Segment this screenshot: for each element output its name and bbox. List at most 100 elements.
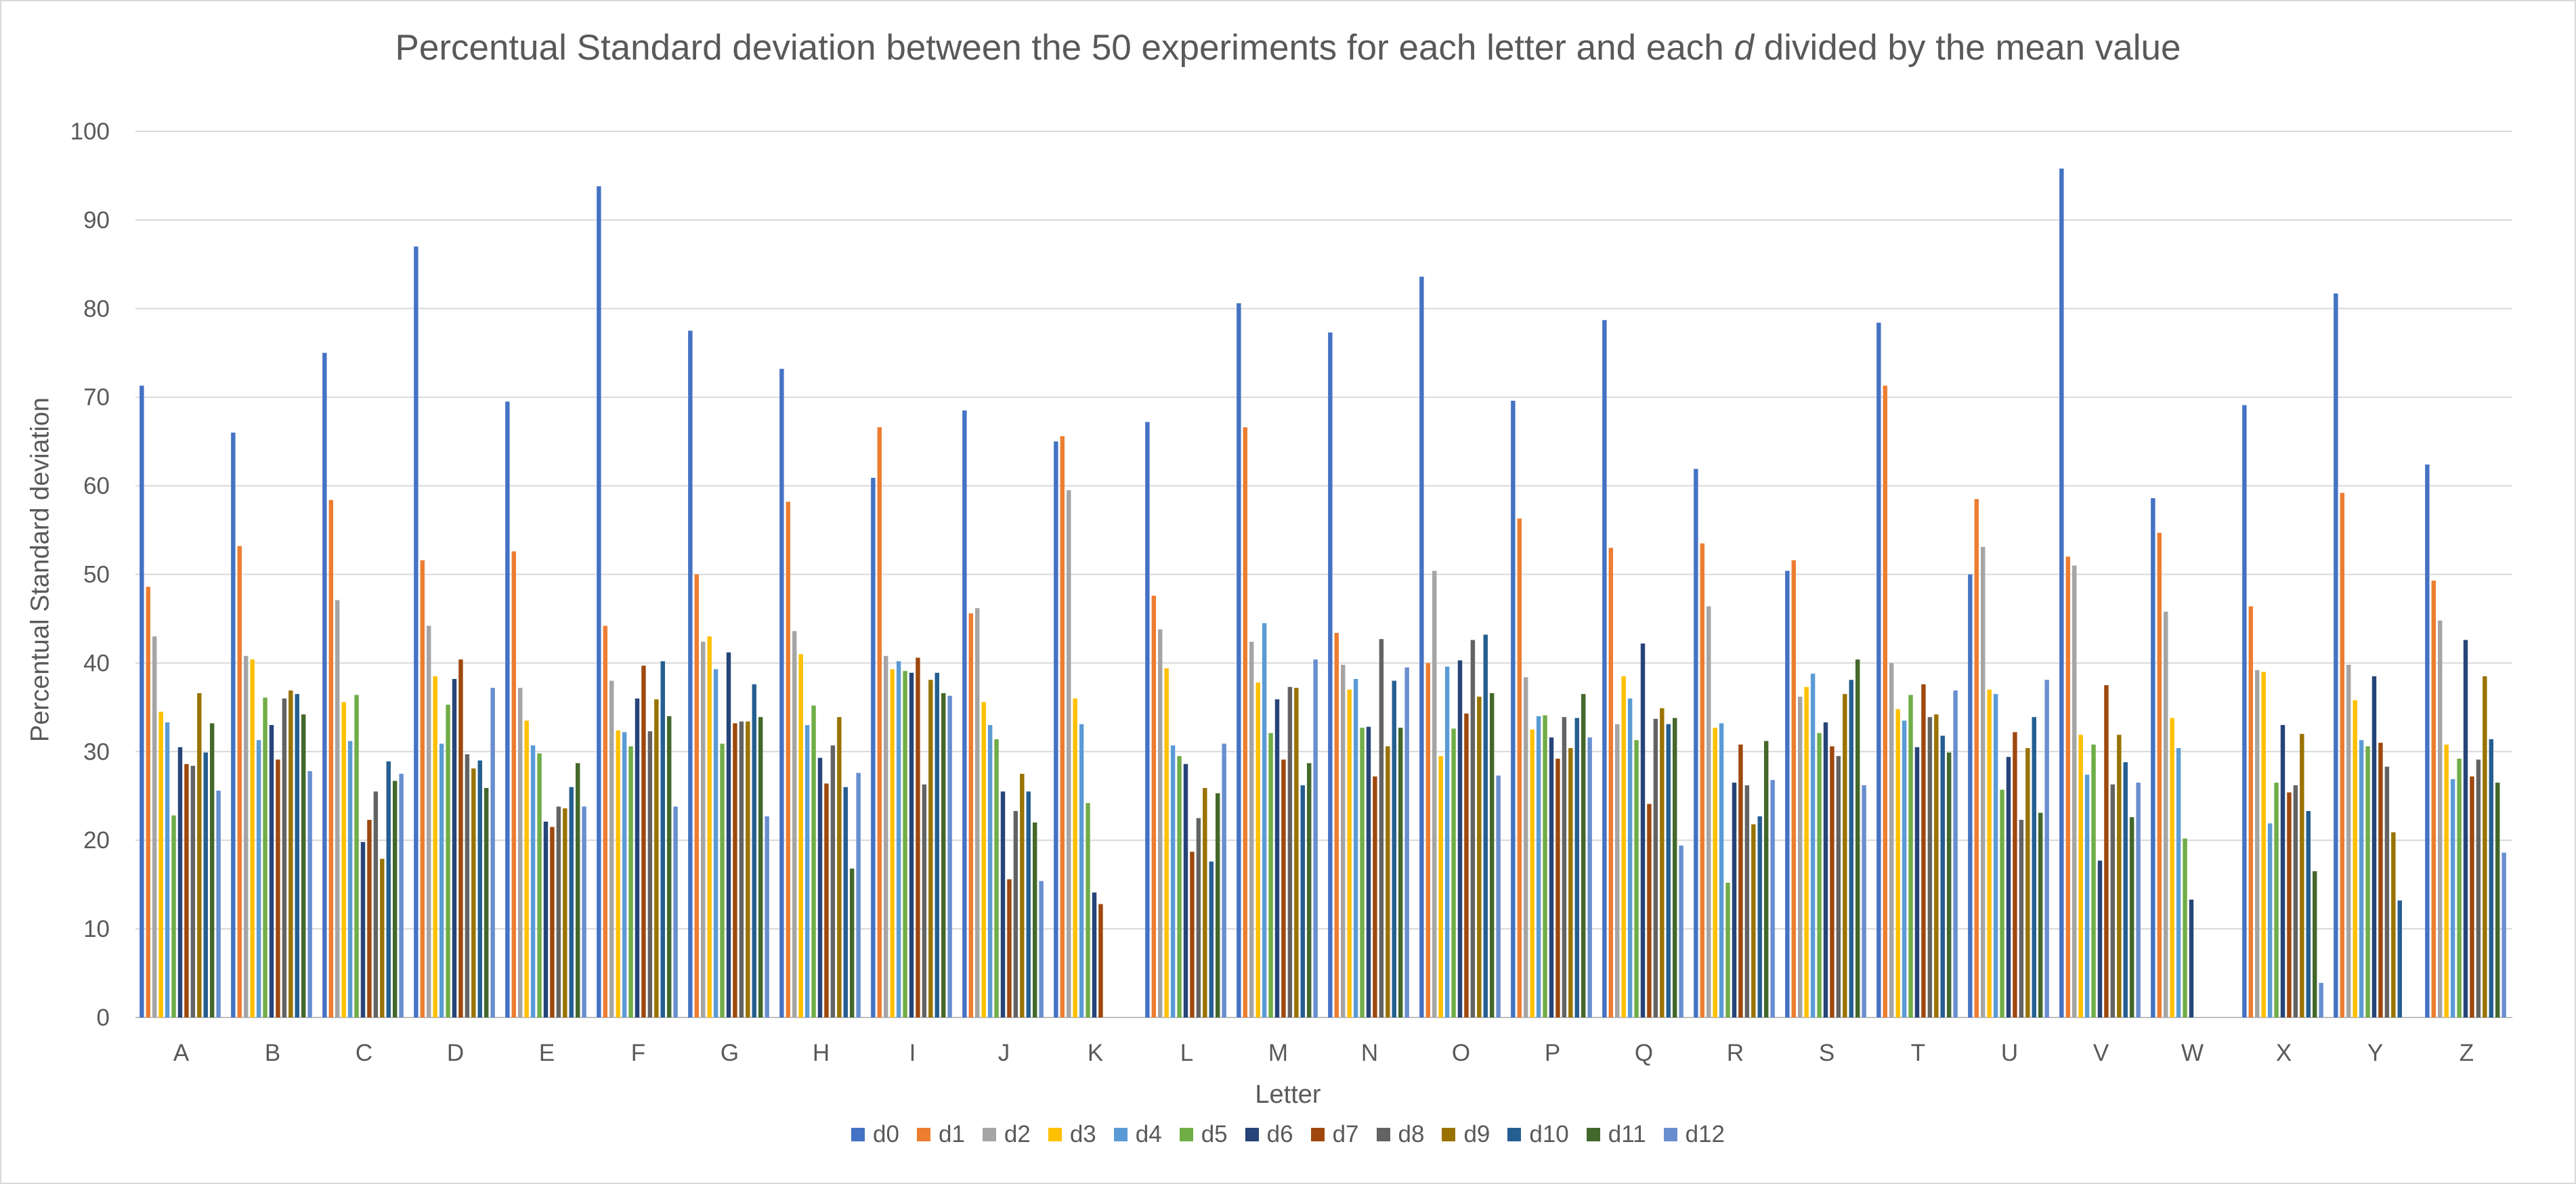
bar-C-d7 [367, 820, 372, 1017]
bar-Z-d8 [2476, 760, 2481, 1017]
bar-E-d10 [569, 787, 574, 1017]
bar-D-d12 [490, 688, 495, 1017]
bar-K-d4 [1079, 724, 1084, 1017]
bar-Y-d10 [2397, 900, 2402, 1017]
x-axis-label: Letter [1255, 1080, 1321, 1109]
bar-A-d1 [146, 586, 151, 1017]
bar-D-d7 [458, 659, 463, 1017]
bar-S-d10 [1849, 680, 1853, 1017]
x-tick-labels: A B C D E F G H I J K L M N O P Q R S T U V W X Y Z [173, 1040, 2474, 1066]
bar-J-d5 [994, 739, 999, 1017]
bar-L-d7 [1190, 852, 1195, 1017]
bar-X-d5 [2274, 783, 2279, 1017]
bar-C-d12 [399, 774, 404, 1017]
bar-V-d12 [2136, 783, 2141, 1017]
bar-J-d7 [1007, 879, 1012, 1017]
bar-Z-d9 [2483, 676, 2487, 1017]
bar-I-d9 [928, 680, 933, 1017]
bar-R-d8 [1744, 785, 1750, 1017]
bar-M-d8 [1287, 686, 1293, 1017]
bar-W-d3 [2170, 718, 2174, 1017]
legend-swatch [1376, 1128, 1390, 1141]
bar-E-d1 [511, 551, 517, 1017]
bar-M-d9 [1294, 688, 1299, 1017]
bar-Z-d11 [2495, 783, 2500, 1017]
legend-swatch [851, 1128, 865, 1141]
bar-R-d11 [1763, 741, 1769, 1017]
bar-R-d12 [1770, 780, 1775, 1017]
legend-entry: d10 [1507, 1121, 1569, 1148]
bar-Q-d12 [1679, 846, 1683, 1017]
bar-J-d2 [975, 608, 980, 1017]
y-tick-label: 80 [83, 296, 110, 322]
bar-H-d12 [856, 772, 861, 1017]
bar-G-d1 [694, 574, 700, 1017]
bar-I-d5 [903, 671, 907, 1017]
bar-Y-d2 [2346, 665, 2351, 1017]
bar-W-d4 [2176, 748, 2181, 1017]
chart-title-italic: d [1734, 28, 1754, 68]
bar-A-d2 [152, 636, 157, 1017]
bar-M-d12 [1313, 659, 1318, 1017]
bar-E-d4 [530, 745, 536, 1017]
legend-entry: d1 [916, 1121, 965, 1148]
bar-Q-d1 [1608, 548, 1614, 1017]
bar-G-d7 [733, 723, 737, 1017]
bar-M-d7 [1281, 760, 1286, 1017]
legend-label: d9 [1463, 1121, 1490, 1147]
y-tick-label: 40 [83, 650, 110, 676]
bar-N-d2 [1341, 665, 1346, 1017]
bar-D-d2 [427, 626, 431, 1017]
bar-J-d1 [968, 613, 974, 1017]
bar-O-d4 [1444, 666, 1450, 1017]
bar-V-d3 [2078, 734, 2083, 1017]
bar-P-d7 [1555, 758, 1560, 1017]
bar-J-d10 [1026, 791, 1031, 1017]
y-tick-labels: 0 10 20 30 40 50 60 70 80 90 100 [70, 118, 110, 1031]
x-tick-label: Y [2367, 1040, 2383, 1066]
x-tick-label: B [265, 1040, 280, 1066]
bar-B-d1 [237, 546, 242, 1017]
y-tick-label: 20 [83, 827, 110, 854]
bar-F-d1 [603, 626, 608, 1017]
bar-A-d12 [216, 790, 221, 1017]
bar-R-d7 [1738, 744, 1743, 1017]
legend-swatch [1113, 1128, 1128, 1141]
bar-Y-d3 [2353, 700, 2357, 1017]
bar-C-d8 [373, 791, 379, 1017]
bar-K-d0 [1054, 441, 1058, 1017]
bar-L-d2 [1158, 629, 1163, 1017]
bar-N-d0 [1328, 332, 1333, 1017]
x-tick-label: J [998, 1040, 1010, 1066]
bar-L-d1 [1151, 595, 1157, 1017]
bar-L-d8 [1196, 818, 1201, 1017]
bar-N-d7 [1373, 776, 1377, 1017]
x-tick-label: G [721, 1040, 739, 1066]
bar-Z-d2 [2438, 620, 2443, 1017]
bar-V-d0 [2059, 168, 2064, 1017]
bar-S-d12 [1862, 785, 1866, 1017]
x-tick-label: V [2093, 1040, 2109, 1066]
bar-V-d8 [2110, 784, 2116, 1017]
bar-P-d1 [1517, 519, 1522, 1017]
x-tick-label: Z [2460, 1040, 2474, 1066]
bar-X-d0 [2242, 405, 2247, 1017]
bar-P-d12 [1587, 737, 1592, 1017]
x-tick-label: O [1452, 1040, 1470, 1066]
legend: d0 d1 d2 d3 d4 d5 d6 d7 d8 d9 d10 d11 d12 [0, 1121, 2576, 1148]
bar-D-d0 [414, 246, 418, 1017]
bar-T-d12 [1953, 690, 1958, 1017]
bar-A-d7 [184, 764, 189, 1017]
x-tick-label: X [2276, 1040, 2292, 1066]
bar-U-d4 [1993, 694, 1998, 1017]
bar-U-d1 [1974, 499, 1979, 1017]
bar-I-d0 [871, 477, 876, 1017]
bar-A-d5 [171, 815, 176, 1017]
bar-I-d7 [916, 657, 920, 1017]
bar-H-d1 [786, 502, 791, 1017]
bar-B-d3 [250, 659, 255, 1017]
x-tick-label: Q [1635, 1040, 1653, 1066]
bar-W-d1 [2157, 532, 2162, 1017]
bar-B-d4 [256, 740, 261, 1017]
